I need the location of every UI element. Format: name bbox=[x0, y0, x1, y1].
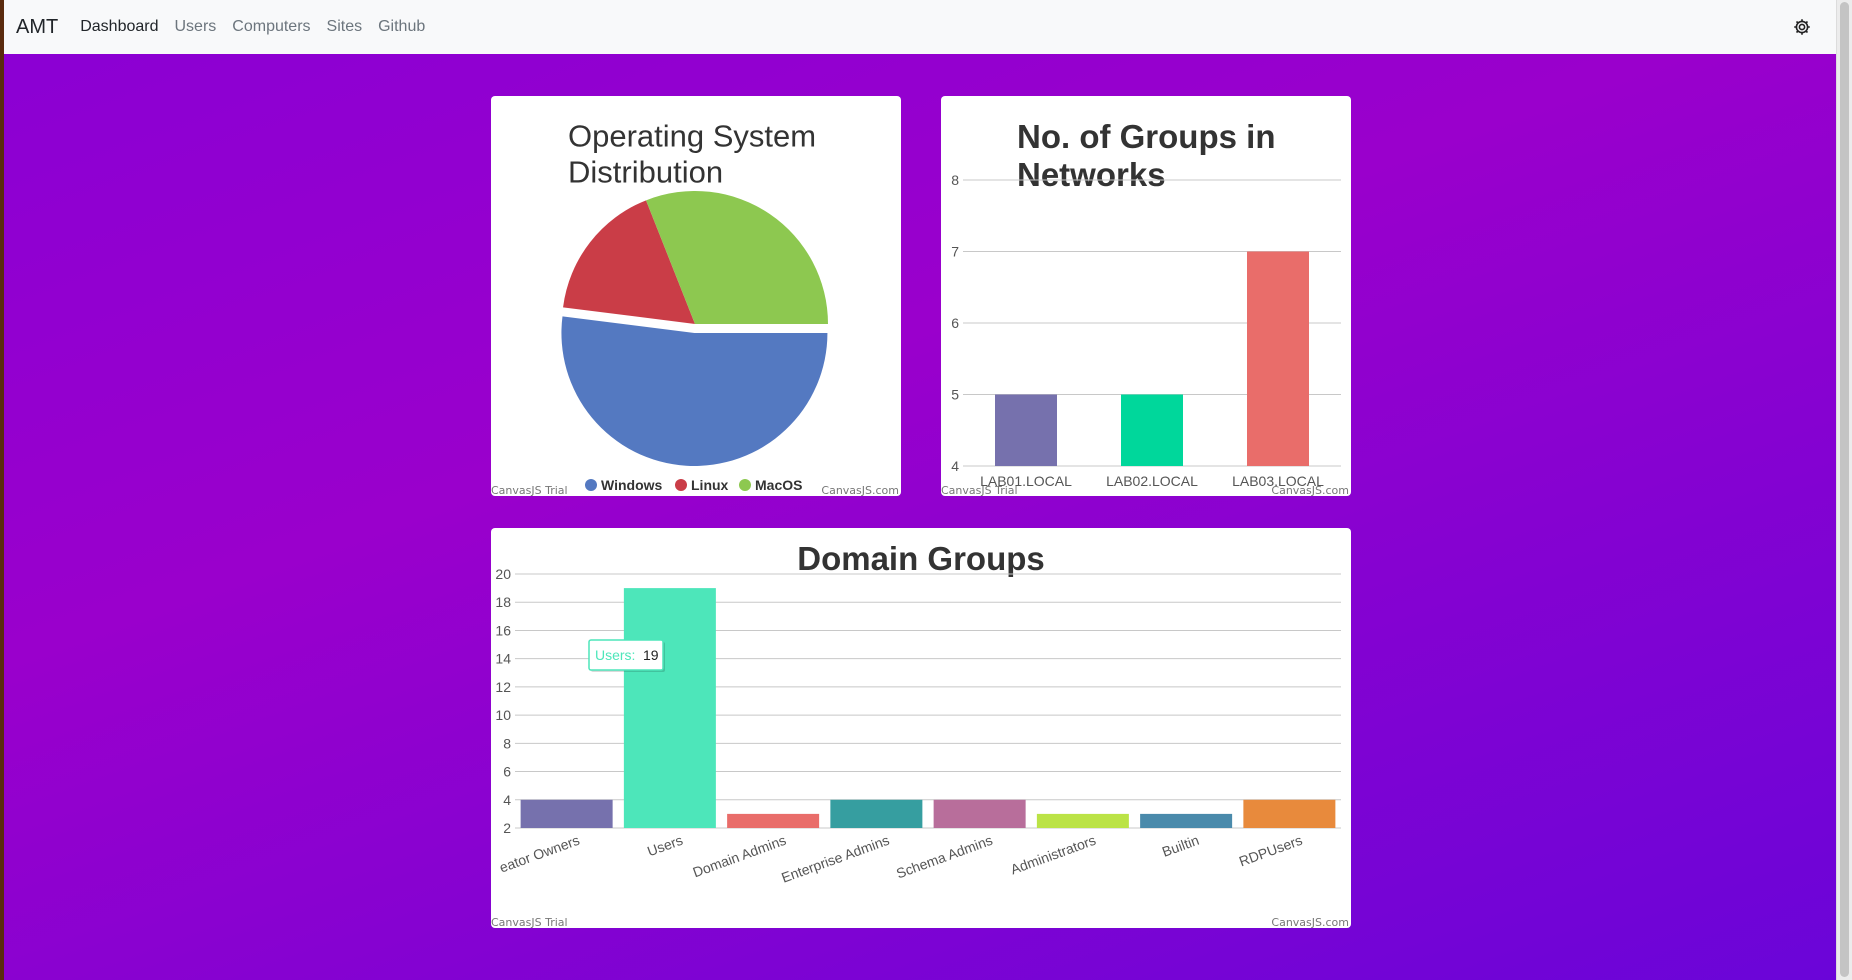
nav-users[interactable]: Users bbox=[174, 18, 217, 35]
bar-lab03-local[interactable] bbox=[1247, 251, 1309, 467]
chart-title-line: Distribution bbox=[568, 154, 723, 189]
pie-slice-linux[interactable] bbox=[563, 200, 695, 324]
network-groups-bar-chart: No. of Groups in Networks 4 5 6 7 8 LAB01.LO… bbox=[941, 118, 1349, 496]
bar-schema-admins[interactable] bbox=[933, 799, 1026, 828]
y-tick-label: 7 bbox=[951, 244, 959, 260]
y-tick-label: 20 bbox=[495, 566, 511, 582]
y-tick-label: 4 bbox=[951, 458, 959, 474]
bar-lab02-local[interactable] bbox=[1121, 394, 1183, 467]
x-tick-label: Schema Admins bbox=[894, 832, 995, 882]
canvasjs-site-watermark: CanvasJS.com bbox=[1271, 484, 1349, 496]
network-groups-card: No. of Groups in Networks 4 5 6 7 8 LAB01.LO… bbox=[941, 96, 1351, 496]
canvasjs-trial-watermark: CanvasJS Trial bbox=[491, 916, 568, 928]
bar-users[interactable] bbox=[623, 588, 716, 828]
bar-enterprise-admins[interactable] bbox=[830, 799, 923, 828]
x-tick-label: Builtin bbox=[1160, 832, 1201, 860]
x-tick-label: LAB03.LOCAL bbox=[1232, 473, 1324, 489]
bar-eator-owners[interactable] bbox=[520, 799, 613, 828]
tooltip-label: Users: bbox=[595, 647, 635, 663]
settings-gear-icon[interactable] bbox=[1792, 17, 1812, 37]
bar-administrators[interactable] bbox=[1036, 813, 1129, 828]
scrollbar-thumb[interactable] bbox=[1840, 2, 1849, 977]
chart-title-line: No. of Groups in bbox=[1017, 118, 1275, 155]
page-scrollbar[interactable] bbox=[1836, 0, 1852, 980]
canvasjs-trial-watermark: CanvasJS Trial bbox=[941, 484, 1018, 496]
canvasjs-site-watermark: CanvasJS.com bbox=[1271, 916, 1349, 928]
chart-title: Domain Groups bbox=[797, 540, 1045, 577]
y-tick-label: 2 bbox=[503, 820, 511, 836]
top-navbar: AMT Dashboard Users Computers Sites Gith… bbox=[4, 0, 1836, 54]
legend-marker-windows bbox=[585, 479, 597, 491]
canvasjs-trial-watermark: CanvasJS Trial bbox=[491, 484, 568, 496]
legend-marker-macos bbox=[739, 479, 751, 491]
x-tick-label: Domain Admins bbox=[691, 832, 789, 881]
pie-slice-macos[interactable] bbox=[646, 191, 828, 324]
x-tick-label: eator Owners bbox=[497, 832, 581, 876]
x-tick-label: Administrators bbox=[1008, 832, 1098, 878]
y-tick-label: 4 bbox=[503, 792, 511, 808]
y-tick-label: 14 bbox=[495, 651, 511, 667]
chart-tooltip bbox=[588, 639, 664, 671]
legend-label-windows[interactable]: Windows bbox=[601, 477, 663, 493]
pie-slice-windows[interactable] bbox=[561, 316, 828, 466]
x-tick-label: LAB02.LOCAL bbox=[1106, 473, 1198, 489]
nav-sites[interactable]: Sites bbox=[326, 18, 363, 35]
y-tick-label: 10 bbox=[495, 707, 511, 723]
bar-lab01-local[interactable] bbox=[995, 394, 1057, 467]
window-edge bbox=[0, 0, 4, 980]
x-tick-label: LAB01.LOCAL bbox=[980, 473, 1072, 489]
tooltip-value: 19 bbox=[643, 647, 659, 663]
y-tick-label: 8 bbox=[503, 735, 511, 751]
x-tick-label: Users bbox=[645, 832, 685, 860]
y-tick-label: 12 bbox=[495, 679, 511, 695]
y-tick-label: 18 bbox=[495, 594, 511, 610]
chart-title-line: Networks bbox=[1017, 156, 1166, 193]
domain-groups-bar-chart: Domain Groups 2 4 6 8 10 12 14 16 18 20 eator Own… bbox=[491, 540, 1349, 928]
y-tick-label: 6 bbox=[951, 315, 959, 331]
os-distribution-card: Operating System Distribution Windows Lin… bbox=[491, 96, 901, 496]
y-tick-label: 6 bbox=[503, 764, 511, 780]
y-tick-label: 5 bbox=[951, 387, 959, 403]
chart-title-line: Operating System bbox=[568, 118, 816, 153]
nav-github[interactable]: Github bbox=[378, 18, 426, 35]
bar-domain-admins[interactable] bbox=[727, 813, 820, 828]
x-tick-label: RDPUsers bbox=[1237, 832, 1305, 870]
canvasjs-site-watermark: CanvasJS.com bbox=[821, 484, 899, 496]
legend-label-linux[interactable]: Linux bbox=[691, 477, 729, 493]
bar-rdpusers[interactable] bbox=[1243, 799, 1336, 828]
os-pie-chart: Operating System Distribution Windows Lin… bbox=[491, 118, 899, 496]
nav-dashboard[interactable]: Dashboard bbox=[80, 18, 159, 35]
bar-builtin[interactable] bbox=[1140, 813, 1233, 828]
nav-computers[interactable]: Computers bbox=[232, 18, 311, 35]
x-tick-label: Enterprise Admins bbox=[779, 832, 891, 886]
legend-marker-linux bbox=[675, 479, 687, 491]
y-tick-label: 8 bbox=[951, 172, 959, 188]
brand-logo[interactable]: AMT bbox=[16, 15, 59, 38]
y-tick-label: 16 bbox=[495, 622, 511, 638]
legend-label-macos[interactable]: MacOS bbox=[755, 477, 802, 493]
domain-groups-card: Domain Groups 2 4 6 8 10 12 14 16 18 20 eator Own… bbox=[491, 528, 1351, 928]
